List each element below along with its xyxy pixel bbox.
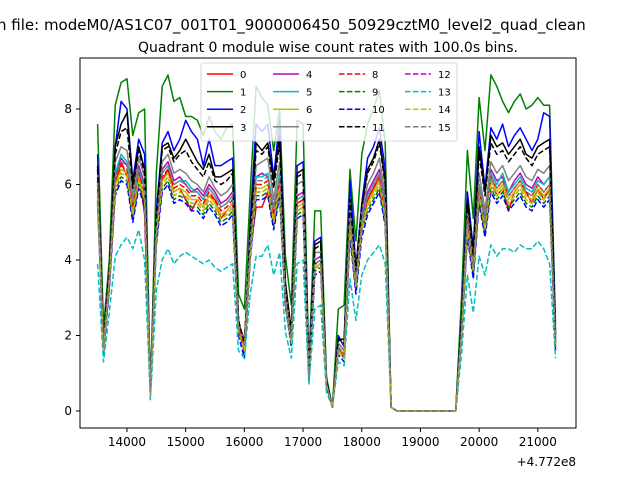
legend-label-8: 8 [372, 70, 378, 81]
legend-label-0: 0 [240, 70, 246, 81]
plot-area: 14000 15000 16000 17000 18000 19000 20000 21000… [64, 57, 577, 469]
figure-suptitle: n file: modeM0/AS1C07_001T01_9000006450_… [0, 16, 586, 35]
axes-frame [79, 57, 577, 429]
x-tick-label: 21000 [519, 435, 557, 449]
x-axis-offset-label: +4.772e8 [517, 455, 576, 469]
legend-label-4: 4 [306, 70, 312, 81]
legend-label-13: 13 [438, 88, 451, 99]
y-tick-label: 6 [64, 177, 72, 191]
chart-title: Quadrant 0 module wise count rates with … [138, 40, 518, 56]
y-tick-label: 0 [64, 404, 72, 418]
y-tick-label: 2 [64, 329, 72, 343]
x-tick-label: 17000 [284, 435, 322, 449]
x-axis: 14000 15000 16000 17000 18000 19000 20000 21000 [108, 428, 557, 449]
legend-label-14: 14 [438, 105, 451, 116]
x-tick-label: 15000 [167, 435, 205, 449]
x-tick-label: 19000 [401, 435, 439, 449]
x-tick-label: 20000 [460, 435, 498, 449]
legend-label-7: 7 [306, 123, 312, 134]
legend-label-1: 1 [240, 88, 246, 99]
series-line-13 [96, 229, 557, 412]
legend-label-10: 10 [372, 105, 385, 116]
x-tick-label: 18000 [343, 435, 381, 449]
series-line-14 [96, 172, 557, 412]
x-tick-label: 14000 [108, 435, 146, 449]
series-line-15 [96, 161, 557, 412]
legend-label-15: 15 [438, 123, 451, 134]
y-tick-label: 8 [64, 102, 72, 116]
y-axis: 0 2 4 6 8 [64, 102, 80, 418]
y-tick-label: 4 [64, 253, 72, 267]
legend-label-9: 9 [372, 88, 378, 99]
legend-label-12: 12 [438, 70, 451, 81]
legend-label-3: 3 [240, 123, 246, 134]
legend-label-2: 2 [240, 105, 246, 116]
legend-label-6: 6 [306, 105, 312, 116]
x-tick-label: 16000 [225, 435, 263, 449]
legend-frame [200, 62, 458, 142]
series-layer [96, 74, 557, 412]
legend-label-5: 5 [306, 88, 312, 99]
legend-label-11: 11 [372, 123, 385, 134]
